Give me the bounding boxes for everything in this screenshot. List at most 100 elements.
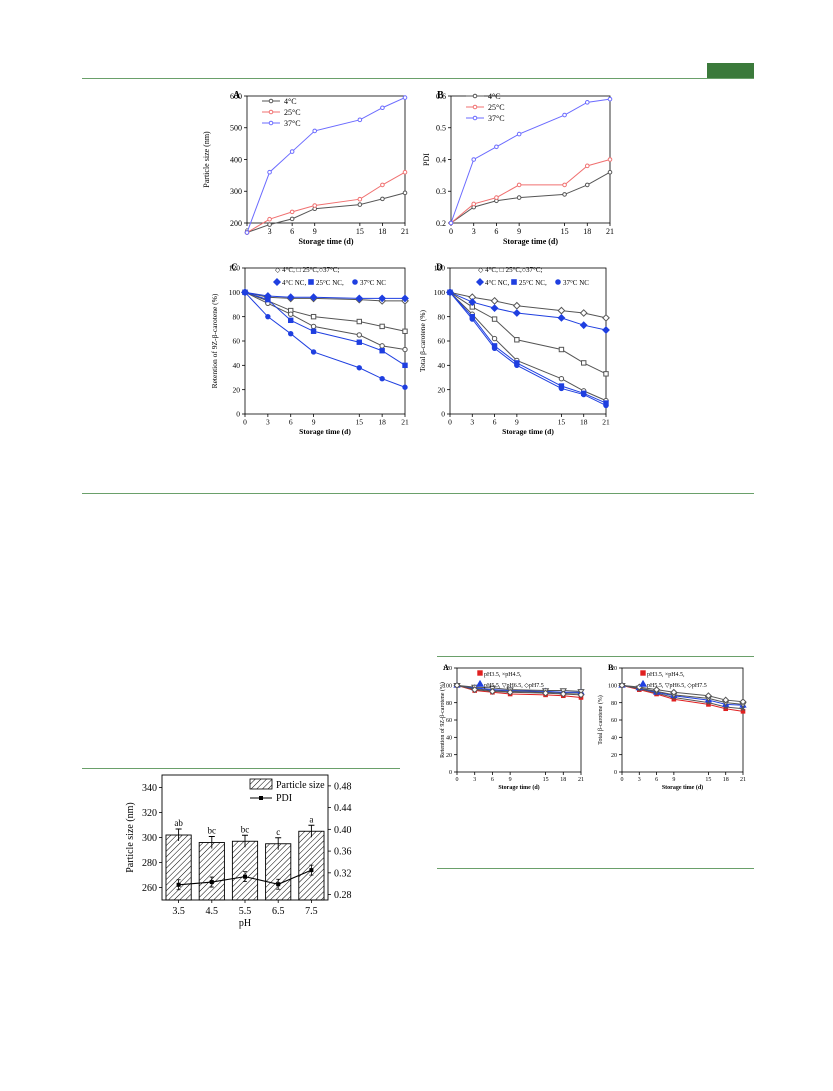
y-tick-label: 80 xyxy=(438,312,446,321)
data-point xyxy=(380,196,385,202)
data-point xyxy=(378,294,387,303)
x-tick-label: 21 xyxy=(401,418,409,427)
data-point xyxy=(289,216,295,222)
x-tick-label: 21 xyxy=(602,418,610,427)
data-point xyxy=(603,371,609,377)
data-point xyxy=(379,348,385,354)
x-tick-label: 15 xyxy=(356,418,364,427)
legend-label: 4°C xyxy=(284,97,297,106)
x-tick-label: 3 xyxy=(473,777,476,783)
legend-label: 37°C xyxy=(488,114,505,123)
data-point xyxy=(618,681,626,689)
x-tick-label: 0 xyxy=(448,418,452,427)
figure-rule-left-top xyxy=(82,768,400,769)
x-tick-label: 15 xyxy=(705,777,711,783)
data-point xyxy=(558,385,565,392)
data-point xyxy=(607,157,613,162)
y-tick-label: 60 xyxy=(438,337,446,346)
data-point xyxy=(584,100,590,105)
x-tick-label: 3 xyxy=(638,777,641,783)
data-point xyxy=(516,182,522,188)
y-tick-label: 120 xyxy=(608,666,617,672)
y2-tick-label: 0.36 xyxy=(334,847,352,858)
significance-letter: c xyxy=(276,827,280,837)
x-tick-label: 9 xyxy=(313,227,317,236)
y-tick-label: 400 xyxy=(230,155,242,164)
data-point xyxy=(491,335,498,342)
x-tick-label: 0 xyxy=(621,777,624,783)
data-point xyxy=(584,182,590,188)
y-tick-label: 20 xyxy=(233,385,241,394)
data-point xyxy=(581,360,587,366)
data-point xyxy=(506,688,514,696)
data-point xyxy=(356,332,362,338)
data-point xyxy=(579,321,588,330)
y2-tick-label: 0.28 xyxy=(334,890,352,901)
x-tick-label: 21 xyxy=(401,227,409,236)
significance-letter: bc xyxy=(241,824,250,834)
data-point xyxy=(402,328,408,334)
data-point xyxy=(491,345,498,352)
x-tick-label: 3 xyxy=(268,227,272,236)
x-tick-label: 4.5 xyxy=(206,906,219,917)
data-point xyxy=(516,195,522,200)
data-point xyxy=(402,95,408,100)
bar-particle-size xyxy=(165,834,192,901)
chart-total-beta-carotene-storage: 0 3 6 9 15 18 21 0 20 40 60 80 100 120 Storage time (d… xyxy=(418,263,610,436)
x-tick-label: 5.5 xyxy=(239,906,252,917)
legend-marker xyxy=(272,277,282,287)
y-tick-label: 80 xyxy=(233,312,241,321)
data-point xyxy=(312,203,318,208)
plot-frame xyxy=(244,267,406,415)
y-tick-label: 0 xyxy=(236,410,240,419)
data-point xyxy=(602,326,610,334)
data-point xyxy=(602,313,610,322)
y-tick-label: 260 xyxy=(142,883,157,894)
bar-particle-size xyxy=(265,843,292,901)
figure-divider xyxy=(82,493,754,494)
data-point xyxy=(559,690,567,698)
legend-label: PDI xyxy=(276,793,292,804)
x-tick-label: 7.5 xyxy=(305,906,318,917)
legend-marker xyxy=(511,279,517,285)
x-tick-label: 3 xyxy=(470,418,474,427)
legend-marker xyxy=(268,120,274,126)
significance-letter: bc xyxy=(208,826,217,836)
legend-line-2: pH5.5, ▽pH6.5, ◇pH7.5 xyxy=(484,683,544,689)
legend-label: 25°C NC, xyxy=(316,279,344,287)
legend-marker xyxy=(475,277,485,287)
chart-retention-9z-ph: 0 3 6 9 15 18 21 0 20 40 60 80 100 120 Storage time (d… xyxy=(439,663,585,791)
data-point xyxy=(704,692,712,700)
x-tick-label: 15 xyxy=(543,777,549,783)
legend-label: 25°C NC, xyxy=(519,279,547,287)
y2-tick-label: 0.32 xyxy=(334,868,352,879)
chart-particle-size-storage: 0369151821200300400500600Storage time (d… xyxy=(202,90,409,246)
legend-marker xyxy=(472,115,478,121)
y-tick-label: 300 xyxy=(230,187,242,196)
x-tick-label: 0 xyxy=(449,227,453,236)
data-point xyxy=(242,289,248,296)
legend-label: 25°C xyxy=(488,103,505,112)
y2-tick-label: 0.48 xyxy=(334,781,352,792)
legend-marker xyxy=(477,670,483,676)
legend-label: Particle size xyxy=(276,780,325,791)
data-point xyxy=(379,343,385,349)
data-point xyxy=(356,365,362,371)
pdi-point xyxy=(176,882,181,887)
x-tick-label: 9 xyxy=(312,418,316,427)
panel-letter: A xyxy=(233,90,241,101)
data-point xyxy=(514,337,520,343)
legend-marker xyxy=(268,109,274,115)
data-point xyxy=(670,688,678,696)
y-tick-label: 0 xyxy=(441,410,445,419)
data-point xyxy=(355,294,364,303)
data-point xyxy=(401,294,409,303)
x-tick-label: 9 xyxy=(509,777,512,783)
y-tick-label: 500 xyxy=(230,124,242,133)
x-axis-label: Storage time (d) xyxy=(502,427,554,436)
data-point xyxy=(584,163,590,169)
panel-letter: A xyxy=(443,663,449,672)
x-axis-label: pH xyxy=(239,918,251,929)
data-point xyxy=(357,202,363,207)
y-tick-label: 80 xyxy=(611,701,617,707)
